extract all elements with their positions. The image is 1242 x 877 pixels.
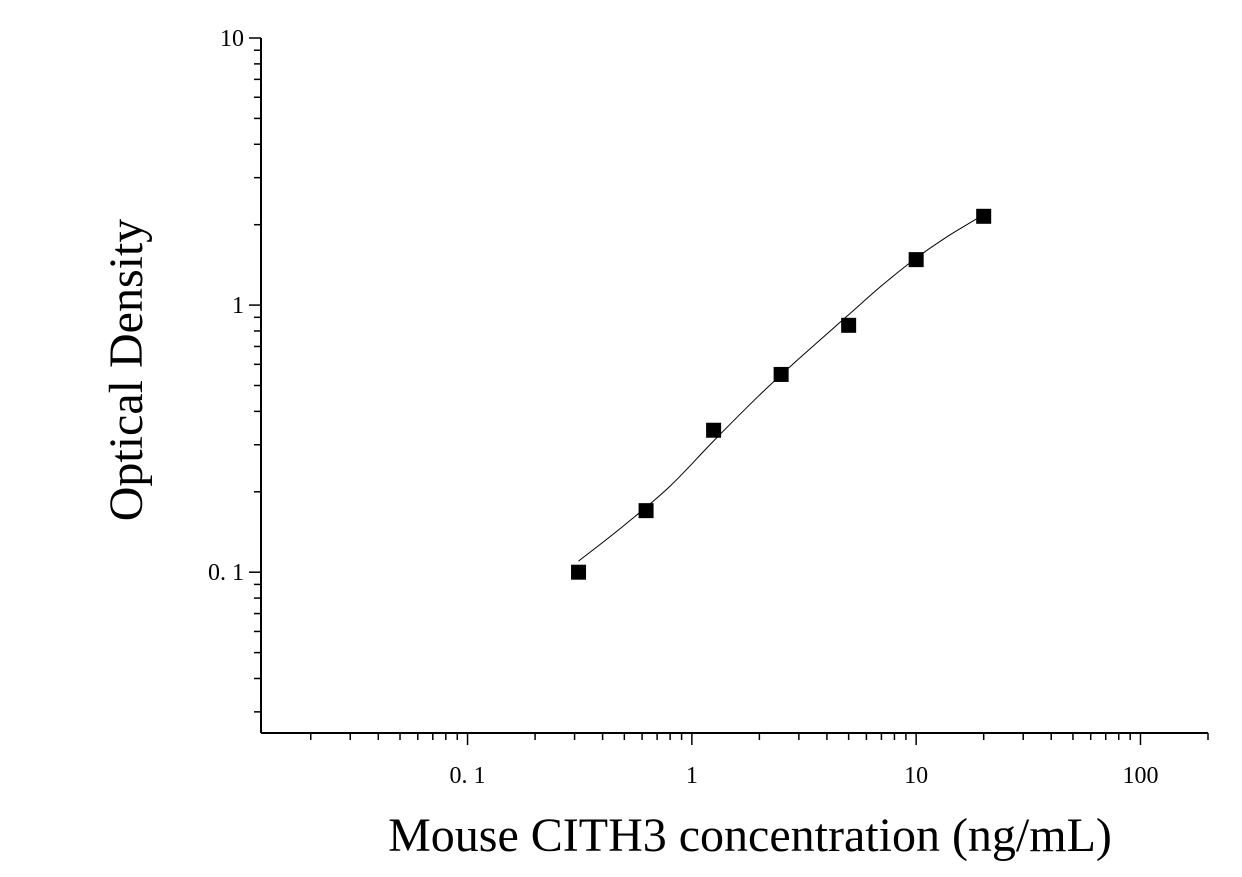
x-tick-label: 100 xyxy=(1122,763,1158,789)
y-tick-label: 10 xyxy=(220,26,244,52)
axis-ticks xyxy=(249,37,1209,745)
data-point xyxy=(908,252,924,268)
data-point xyxy=(773,366,789,382)
y-tick-label: 0. 1 xyxy=(208,560,244,586)
x-tick-label: 1 xyxy=(686,763,698,789)
y-axis-title: Optical Density xyxy=(100,219,153,522)
data-points xyxy=(571,208,992,580)
data-point xyxy=(638,503,654,519)
x-tick-label: 0. 1 xyxy=(450,763,486,789)
data-point xyxy=(841,317,857,333)
data-point xyxy=(706,422,722,438)
fit-curve xyxy=(578,214,984,562)
x-axis-title: Mouse CITH3 concentration (ng/mL) xyxy=(388,809,1112,862)
axes xyxy=(260,38,1208,734)
y-tick-label: 1 xyxy=(232,293,244,319)
data-point xyxy=(976,208,992,224)
x-tick-label: 10 xyxy=(904,763,928,789)
tick-labels: 0. 1 1 10 100 0. 1 1 10 xyxy=(208,26,1158,789)
data-point xyxy=(571,564,587,580)
